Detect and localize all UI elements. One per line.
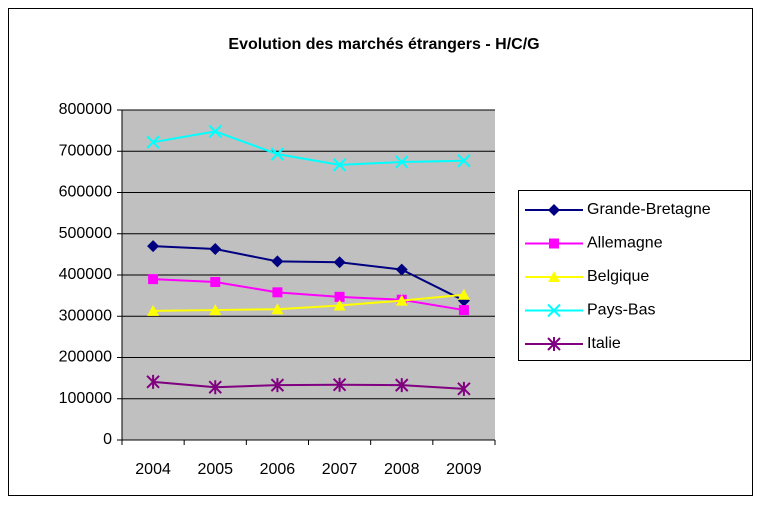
series-line (153, 278, 465, 312)
marker (395, 263, 408, 276)
legend-label: Italie (587, 335, 621, 352)
x-tick-label: 2007 (322, 461, 358, 478)
marker (458, 305, 469, 316)
marker (395, 378, 409, 393)
marker (147, 240, 160, 253)
marker (146, 135, 160, 149)
y-tick-label: 700000 (59, 142, 112, 159)
marker (333, 256, 346, 269)
marker (333, 299, 346, 311)
y-tick-label: 600000 (59, 184, 112, 201)
marker (395, 155, 409, 169)
marker (271, 255, 284, 268)
y-tick-label: 0 (103, 431, 112, 448)
x-tick-label: 2005 (197, 461, 233, 478)
marker (332, 377, 347, 392)
marker (548, 271, 560, 282)
legend-label: Pays-Bas (587, 302, 655, 319)
marker (272, 287, 283, 298)
chart-title: Evolution des marchés étrangers - H/C/G (228, 36, 539, 53)
y-tick-label: 800000 (59, 101, 112, 118)
marker (208, 124, 222, 139)
legend-label: Grande-Bretagne (587, 201, 711, 218)
series-line (153, 293, 465, 312)
marker (148, 274, 159, 285)
marker (332, 158, 347, 172)
marker (548, 204, 560, 216)
y-tick-label: 100000 (59, 390, 112, 407)
marker (547, 337, 561, 351)
marker (209, 304, 222, 316)
x-tick-label: 2008 (384, 461, 420, 478)
marker (457, 381, 471, 396)
marker (147, 304, 160, 316)
marker (547, 303, 561, 318)
y-tick-label: 300000 (59, 307, 112, 324)
marker (210, 277, 221, 288)
marker (146, 374, 160, 389)
marker (334, 291, 345, 302)
series-line (153, 245, 465, 302)
marker (270, 378, 285, 393)
marker (395, 294, 408, 306)
marker (457, 154, 471, 168)
marker (271, 303, 284, 315)
x-tick-label: 2004 (135, 461, 171, 478)
y-tick-label: 200000 (59, 349, 112, 366)
legend (518, 190, 751, 361)
y-tick-label: 400000 (59, 266, 112, 283)
x-tick-label: 2009 (446, 461, 482, 478)
marker (270, 147, 285, 161)
x-tick-label: 2006 (260, 461, 296, 478)
marker (208, 380, 222, 395)
marker (549, 238, 559, 249)
legend-label: Allemagne (587, 235, 663, 252)
y-tick-label: 500000 (59, 225, 112, 242)
series-line (152, 380, 464, 390)
legend-label: Belgique (587, 268, 649, 285)
marker (457, 288, 470, 300)
marker (209, 243, 222, 256)
series-line (152, 130, 464, 166)
